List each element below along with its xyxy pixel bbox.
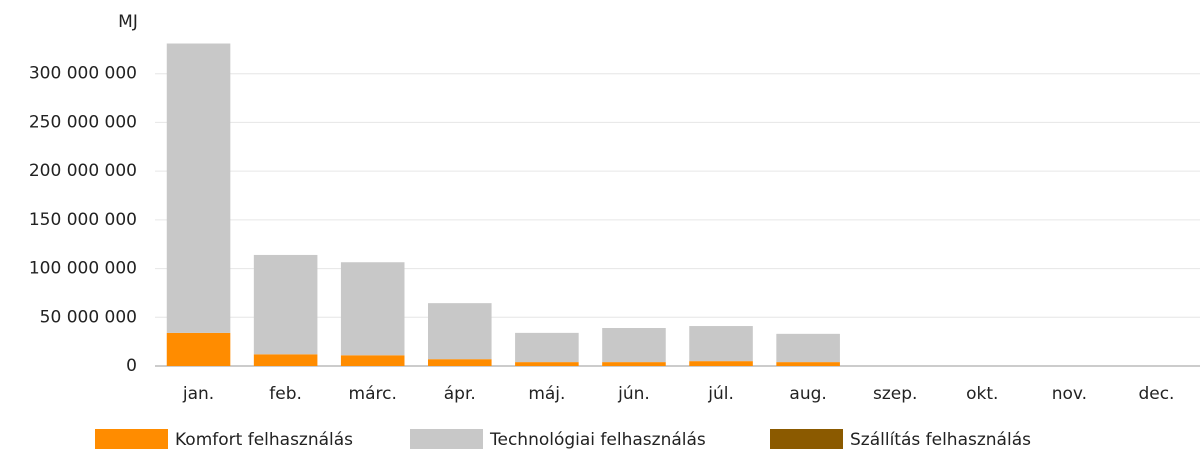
bar-segment bbox=[166, 332, 231, 366]
bar-segment bbox=[515, 332, 579, 363]
legend-label: Komfort felhasználás bbox=[175, 430, 353, 449]
bar-segment bbox=[428, 303, 492, 360]
x-tick-label: feb. bbox=[269, 384, 302, 404]
x-tick-label: jan. bbox=[182, 384, 214, 404]
x-tick-label: nov. bbox=[1052, 384, 1087, 404]
y-tick-label: 200 000 000 bbox=[29, 161, 137, 181]
x-tick-label: ápr. bbox=[444, 384, 476, 404]
y-tick-label: 250 000 000 bbox=[29, 112, 137, 132]
legend-swatch bbox=[770, 429, 843, 449]
bar-segment bbox=[602, 362, 666, 366]
x-tick-label: szep. bbox=[873, 384, 917, 404]
x-tick-label: okt. bbox=[966, 384, 998, 404]
x-tick-label: dec. bbox=[1138, 384, 1174, 404]
x-tick-label: jún. bbox=[617, 384, 650, 404]
bar-segment bbox=[689, 326, 753, 362]
y-unit: MJ bbox=[118, 12, 138, 32]
y-tick-label: 100 000 000 bbox=[29, 259, 137, 279]
y-tick-label: 50 000 000 bbox=[40, 307, 137, 327]
legend-swatch bbox=[410, 429, 483, 449]
x-tick-label: márc. bbox=[349, 384, 397, 404]
bar-segment bbox=[689, 361, 753, 366]
x-tick-label: máj. bbox=[528, 384, 565, 404]
bar-segment bbox=[340, 355, 405, 366]
bar-segment bbox=[166, 43, 231, 333]
bar-segment bbox=[515, 362, 579, 366]
bar-segment bbox=[253, 254, 318, 355]
bar-segment bbox=[776, 362, 840, 366]
bar-segment bbox=[776, 333, 840, 363]
legend-label: Szállítás felhasználás bbox=[850, 430, 1031, 449]
bar-segment bbox=[340, 262, 405, 356]
y-tick-label: 150 000 000 bbox=[29, 210, 137, 230]
x-tick-label: júl. bbox=[707, 384, 734, 404]
legend-swatch bbox=[95, 429, 168, 449]
x-tick-label: aug. bbox=[789, 384, 826, 404]
bar-segment bbox=[428, 359, 492, 366]
y-tick-label: 300 000 000 bbox=[29, 64, 137, 84]
bar-segment bbox=[602, 328, 666, 363]
legend-label: Technológiai felhasználás bbox=[489, 430, 706, 449]
bar-segment bbox=[253, 354, 318, 366]
y-tick-label: 0 bbox=[126, 356, 137, 376]
